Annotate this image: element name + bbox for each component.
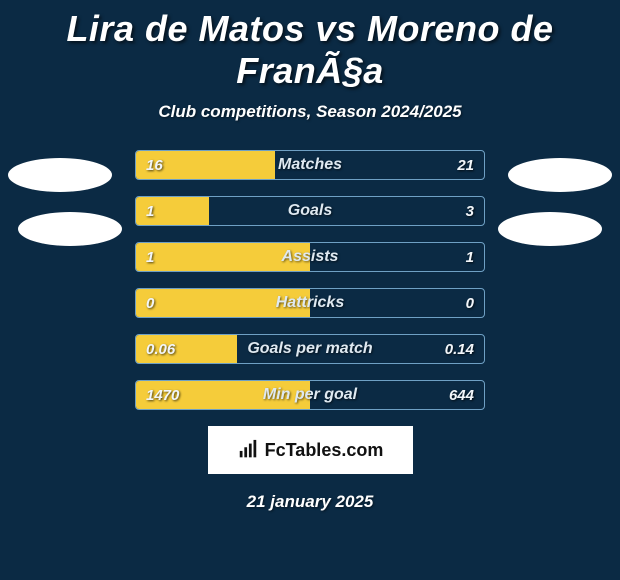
bar-row: 00Hattricks: [135, 288, 485, 318]
bar-row: 1470644Min per goal: [135, 380, 485, 410]
bar-label: Min per goal: [136, 381, 484, 409]
comparison-chart: 1621Matches 13Goals 11Assists 00Hattricks 0.…: [0, 150, 620, 410]
player-right-avatar-2: [498, 212, 602, 246]
bar-label: Goals: [136, 197, 484, 225]
player-left-avatar-2: [18, 212, 122, 246]
bar-label: Goals per match: [136, 335, 484, 363]
chart-icon: [237, 439, 259, 461]
bar-label: Hattricks: [136, 289, 484, 317]
bar-row: 1621Matches: [135, 150, 485, 180]
brand-badge: FcTables.com: [208, 426, 413, 474]
date-label: 21 january 2025: [0, 492, 620, 512]
bar-row: 11Assists: [135, 242, 485, 272]
player-left-avatar-1: [8, 158, 112, 192]
bar-row: 0.060.14Goals per match: [135, 334, 485, 364]
brand-text: FcTables.com: [265, 440, 384, 461]
bar-label: Matches: [136, 151, 484, 179]
bar-label: Assists: [136, 243, 484, 271]
page-subtitle: Club competitions, Season 2024/2025: [0, 102, 620, 122]
bars-container: 1621Matches 13Goals 11Assists 00Hattricks 0.…: [135, 150, 485, 410]
bar-row: 13Goals: [135, 196, 485, 226]
page-title: Lira de Matos vs Moreno de FranÃ§a: [0, 0, 620, 92]
player-right-avatar-1: [508, 158, 612, 192]
